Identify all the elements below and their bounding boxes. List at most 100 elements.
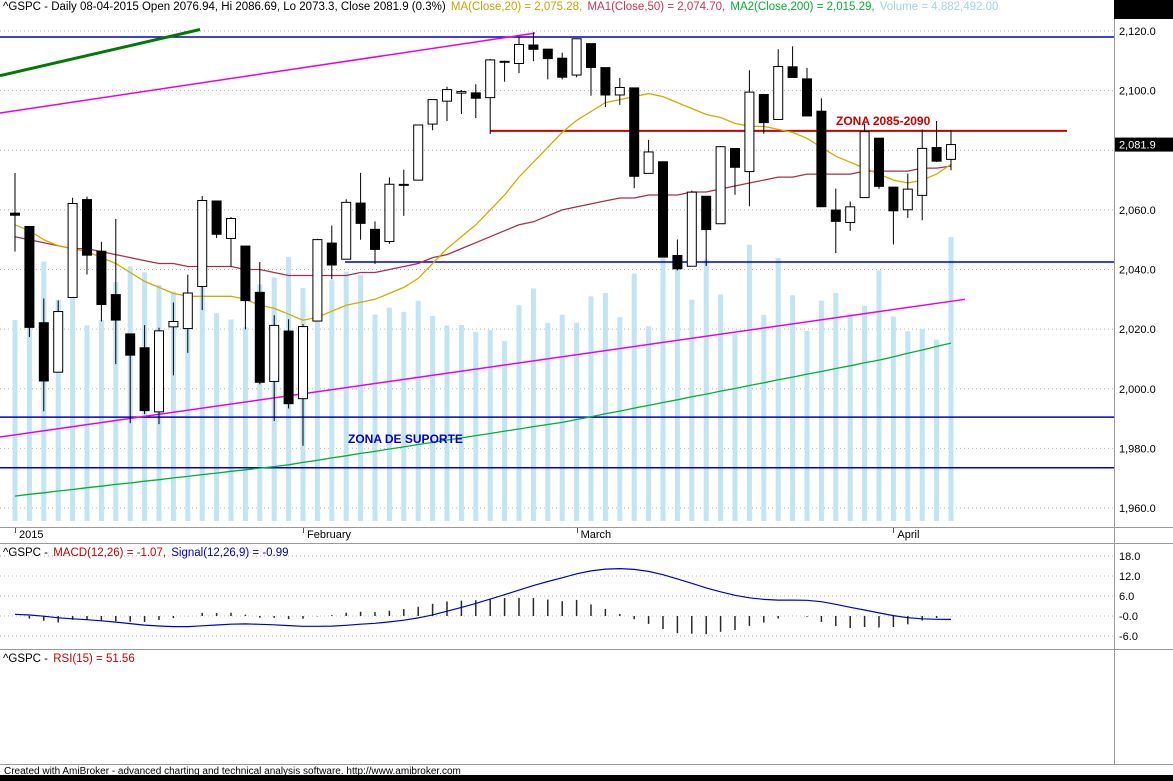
candle (240, 245, 251, 302)
candle (830, 209, 841, 222)
candle (326, 242, 337, 266)
candle (269, 324, 280, 382)
title-segment: MA1(Close,50) = 2,074.70, (587, 1, 729, 13)
title-segment: RSI(15) = 51.56 (53, 653, 135, 665)
month-tick (576, 528, 578, 533)
candle (139, 347, 150, 412)
price-axis-label: 2,060.0 (1119, 205, 1156, 217)
rsi-panel: ^GSPC - RSI(15) = 51.56 (0, 651, 1173, 764)
candle (773, 65, 784, 120)
candle (600, 67, 611, 96)
month-tick (15, 528, 16, 533)
volume-bars (12, 237, 954, 522)
x-axis-strip: 2015 February March April (0, 528, 1173, 543)
macd-axis-label: -0.0 (1119, 611, 1138, 623)
title-segment: MA(Close,20) = 2,075.28, (450, 1, 586, 13)
title-segment: Signal(12,26,9) = -0.99 (171, 547, 289, 559)
price-axis-label: 2,000.0 (1119, 384, 1156, 396)
candle (456, 91, 467, 94)
dark-green-trendline[interactable] (0, 28, 201, 78)
candle (182, 292, 193, 330)
price-chart[interactable]: ZONA 2085-2090 ZONA DE SUPORTE 2,120.0 2,10… (0, 0, 1173, 527)
candle (283, 330, 294, 405)
price-panel: ZONA 2085-2090 ZONA DE SUPORTE 2,120.0 2,10… (0, 0, 1173, 527)
candle (341, 201, 352, 260)
chart-annotation: ZONA 2085-2090 (836, 114, 931, 128)
title-segment: ^GSPC - (3, 653, 52, 665)
candle (427, 99, 438, 125)
candle (38, 322, 49, 382)
macd-axis-label: 6.0 (1119, 591, 1134, 603)
candle (514, 43, 524, 64)
candle (485, 59, 496, 99)
macd-gridlines (0, 555, 1114, 637)
candle (744, 91, 755, 173)
macd-panel: 18.0 12.0 6.0 -0.0 -6.0 ^GSPC - MACD(12,26) … (0, 545, 1173, 649)
candle (845, 206, 856, 223)
candle (211, 200, 222, 235)
price-axis-label: 1,980.0 (1119, 443, 1156, 455)
candle (82, 199, 92, 256)
candle (571, 38, 582, 76)
month-tick (893, 528, 895, 533)
candle (931, 147, 942, 162)
month-tick (303, 528, 304, 533)
macd-axis-label: -6.0 (1119, 631, 1138, 643)
candle (413, 124, 424, 181)
signal-line (14, 567, 952, 628)
candle (917, 147, 928, 196)
candle (125, 333, 136, 356)
candle (398, 183, 409, 186)
panel-separator (0, 543, 1173, 544)
lower-magenta-trendline[interactable] (0, 298, 966, 438)
candle (586, 43, 596, 68)
x-axis-label: 2015 (19, 529, 44, 541)
rsi-title-bar: ^GSPC - RSI(15) = 51.56 (3, 653, 137, 665)
candle (802, 78, 812, 117)
price-title-bar: ^GSPC - Daily 08-04-2015 Open 2076.94, H… (3, 1, 1000, 13)
candle (643, 151, 654, 174)
chart-annotation: ZONA DE SUPORTE (348, 432, 463, 446)
corner-box (1114, 0, 1173, 19)
candle (67, 202, 78, 298)
title-segment: MACD(12,26) = -1.07, (53, 547, 170, 559)
candle (528, 44, 539, 50)
candle (859, 131, 870, 199)
candle (254, 291, 265, 383)
candle (226, 218, 236, 239)
panel-separator (0, 764, 1173, 765)
candle (629, 87, 640, 177)
candle (672, 255, 683, 270)
candle (312, 239, 323, 322)
candle (787, 66, 798, 78)
rsi-chart[interactable] (0, 651, 1173, 764)
candle (816, 110, 827, 208)
candle (902, 188, 913, 211)
title-segment: Volume = 4,882,492.00 (879, 1, 999, 13)
candle (499, 60, 510, 63)
macd-axis-label: 18.0 (1119, 551, 1140, 563)
upper-magenta-trendline[interactable] (0, 32, 536, 114)
last-price-badge-label: 2,081.9 (1119, 140, 1156, 152)
title-segment: ^GSPC - (3, 547, 52, 559)
axis-divider (1114, 0, 1115, 764)
candle (110, 294, 121, 321)
candle (888, 186, 899, 212)
candle (197, 199, 208, 287)
panel-separator (0, 527, 1173, 528)
ma20-line (14, 92, 952, 321)
bottom-bar (0, 775, 1173, 781)
candle (168, 321, 179, 328)
candle (384, 183, 395, 243)
candle (946, 144, 956, 160)
candle (658, 161, 668, 258)
price-axis-label: 2,020.0 (1119, 324, 1156, 336)
footer-credit: Created with AmiBroker - advanced charti… (4, 766, 461, 777)
macd-chart[interactable]: 18.0 12.0 6.0 -0.0 -6.0 (0, 545, 1173, 649)
candle (557, 57, 568, 78)
macd-histogram (28, 597, 952, 635)
last-price-badge (1115, 137, 1173, 152)
candle (730, 147, 740, 168)
candle (686, 191, 697, 267)
